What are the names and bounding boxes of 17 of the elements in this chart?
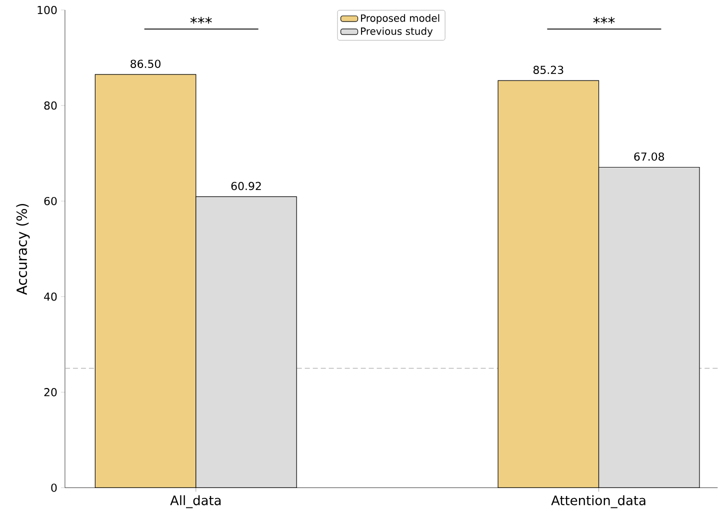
annotation: *** [593, 16, 615, 24]
y-tick-label: 100 [38, 6, 57, 14]
data-label: 67.08 [634, 152, 664, 161]
y-tick-label: 60 [44, 197, 57, 206]
legend-label: Proposed model [361, 14, 440, 24]
y-axis-title: Accuracy (%) [16, 204, 30, 295]
annotation: *** [190, 16, 212, 24]
data-label: 60.92 [231, 182, 261, 190]
data-label: 85.23 [533, 66, 564, 74]
data-label: 86.50 [130, 60, 160, 68]
x-tick-label: Attention_data [551, 495, 646, 508]
y-tick-label: 40 [44, 292, 57, 301]
y-tick-label: 0 [51, 484, 57, 492]
legend-label: Previous study [361, 27, 433, 37]
y-tick-label: 20 [44, 388, 57, 396]
y-tick-label: 80 [44, 102, 57, 110]
x-tick-label: All_data [170, 495, 221, 508]
